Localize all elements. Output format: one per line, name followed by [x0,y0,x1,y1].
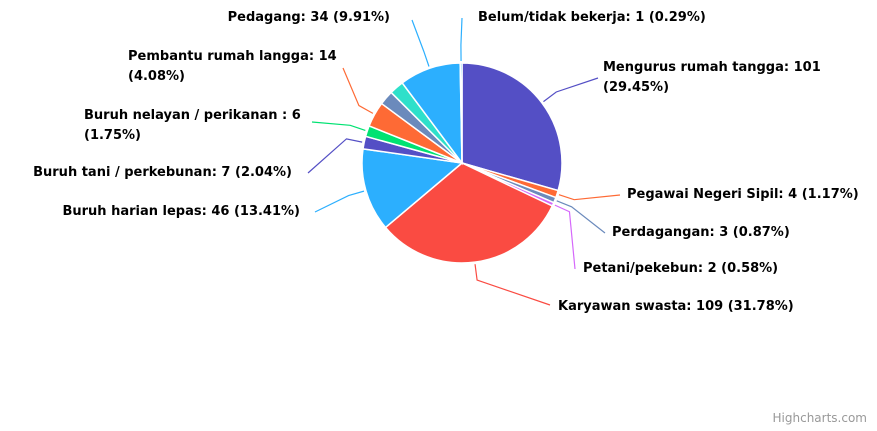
credits[interactable]: Highcharts.com [772,411,867,425]
connector [460,17,463,62]
data-label: Belum/tidak bekerja: 1 (0.29%) [478,10,706,25]
connector [558,194,621,201]
pie-slice [384,162,554,264]
connector [411,19,430,67]
pie-slice [361,148,464,229]
connector [342,67,374,114]
data-label: Karyawan swasta: 109 (31.78%) [558,299,794,314]
data-label: Perdagangan: 3 (0.87%) [612,225,790,240]
connector [307,138,363,174]
connector [554,204,576,270]
data-label: Pembantu rumah langga: 14 (4.08%) [128,49,337,84]
connector [314,190,365,213]
pie-slice [461,62,563,192]
data-label: Buruh harian lepas: 46 (13.41%) [62,204,300,219]
data-label: Petani/pekebun: 2 (0.58%) [583,261,779,276]
data-label: Buruh tani / perkebunan: 7 (2.04%) [33,165,292,180]
pie-slice [459,62,463,164]
connector [474,264,551,306]
connector [543,77,599,103]
connector [556,200,606,234]
data-label: Pegawai Negeri Sipil: 4 (1.17%) [627,187,859,202]
data-label: Buruh nelayan / perikanan : 6 (1.75%) [84,108,301,143]
data-label: Pedagang: 34 (9.91%) [227,10,390,25]
data-label: Mengurus rumah tangga: 101 (29.45%) [603,60,821,95]
connector [311,121,366,131]
